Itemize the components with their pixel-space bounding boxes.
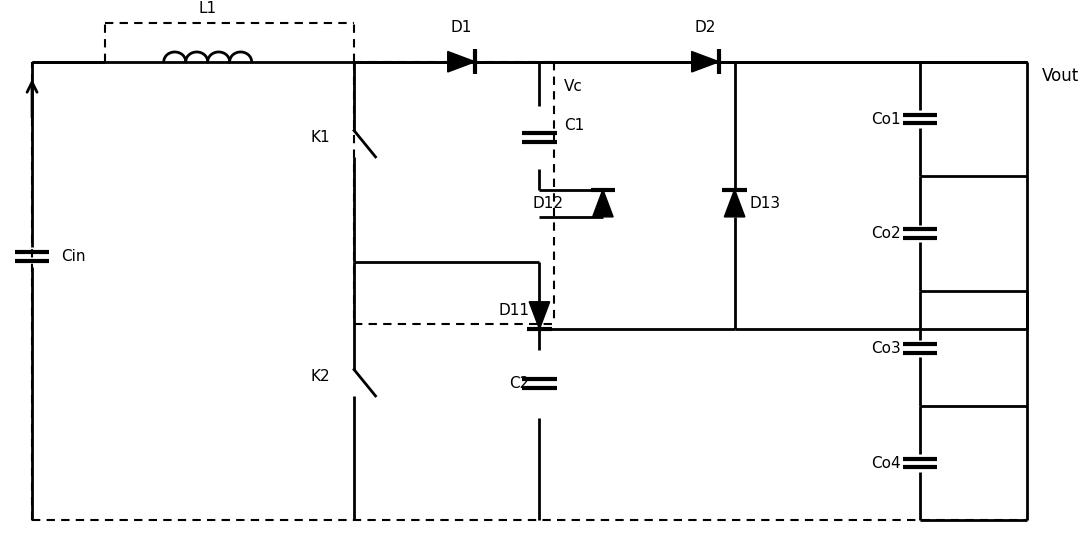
- Polygon shape: [692, 51, 719, 72]
- Polygon shape: [447, 51, 475, 72]
- Text: D13: D13: [749, 196, 781, 210]
- Text: K2: K2: [310, 369, 329, 384]
- Text: C2: C2: [509, 376, 530, 391]
- Text: D2: D2: [694, 20, 716, 35]
- Text: Cin: Cin: [62, 250, 86, 264]
- Text: D1: D1: [451, 20, 472, 35]
- Text: K1: K1: [310, 130, 329, 145]
- Polygon shape: [725, 190, 745, 217]
- Text: Co1: Co1: [871, 111, 900, 127]
- Text: Vout: Vout: [1042, 67, 1080, 85]
- Text: Co2: Co2: [871, 226, 900, 241]
- Polygon shape: [592, 190, 613, 217]
- Text: C1: C1: [564, 118, 584, 133]
- Text: Co3: Co3: [871, 341, 900, 356]
- Text: Co4: Co4: [871, 456, 900, 471]
- Text: D11: D11: [498, 303, 530, 318]
- Text: Vc: Vc: [564, 79, 583, 94]
- Polygon shape: [530, 302, 550, 329]
- Text: L1: L1: [198, 1, 217, 15]
- Text: D12: D12: [533, 196, 564, 210]
